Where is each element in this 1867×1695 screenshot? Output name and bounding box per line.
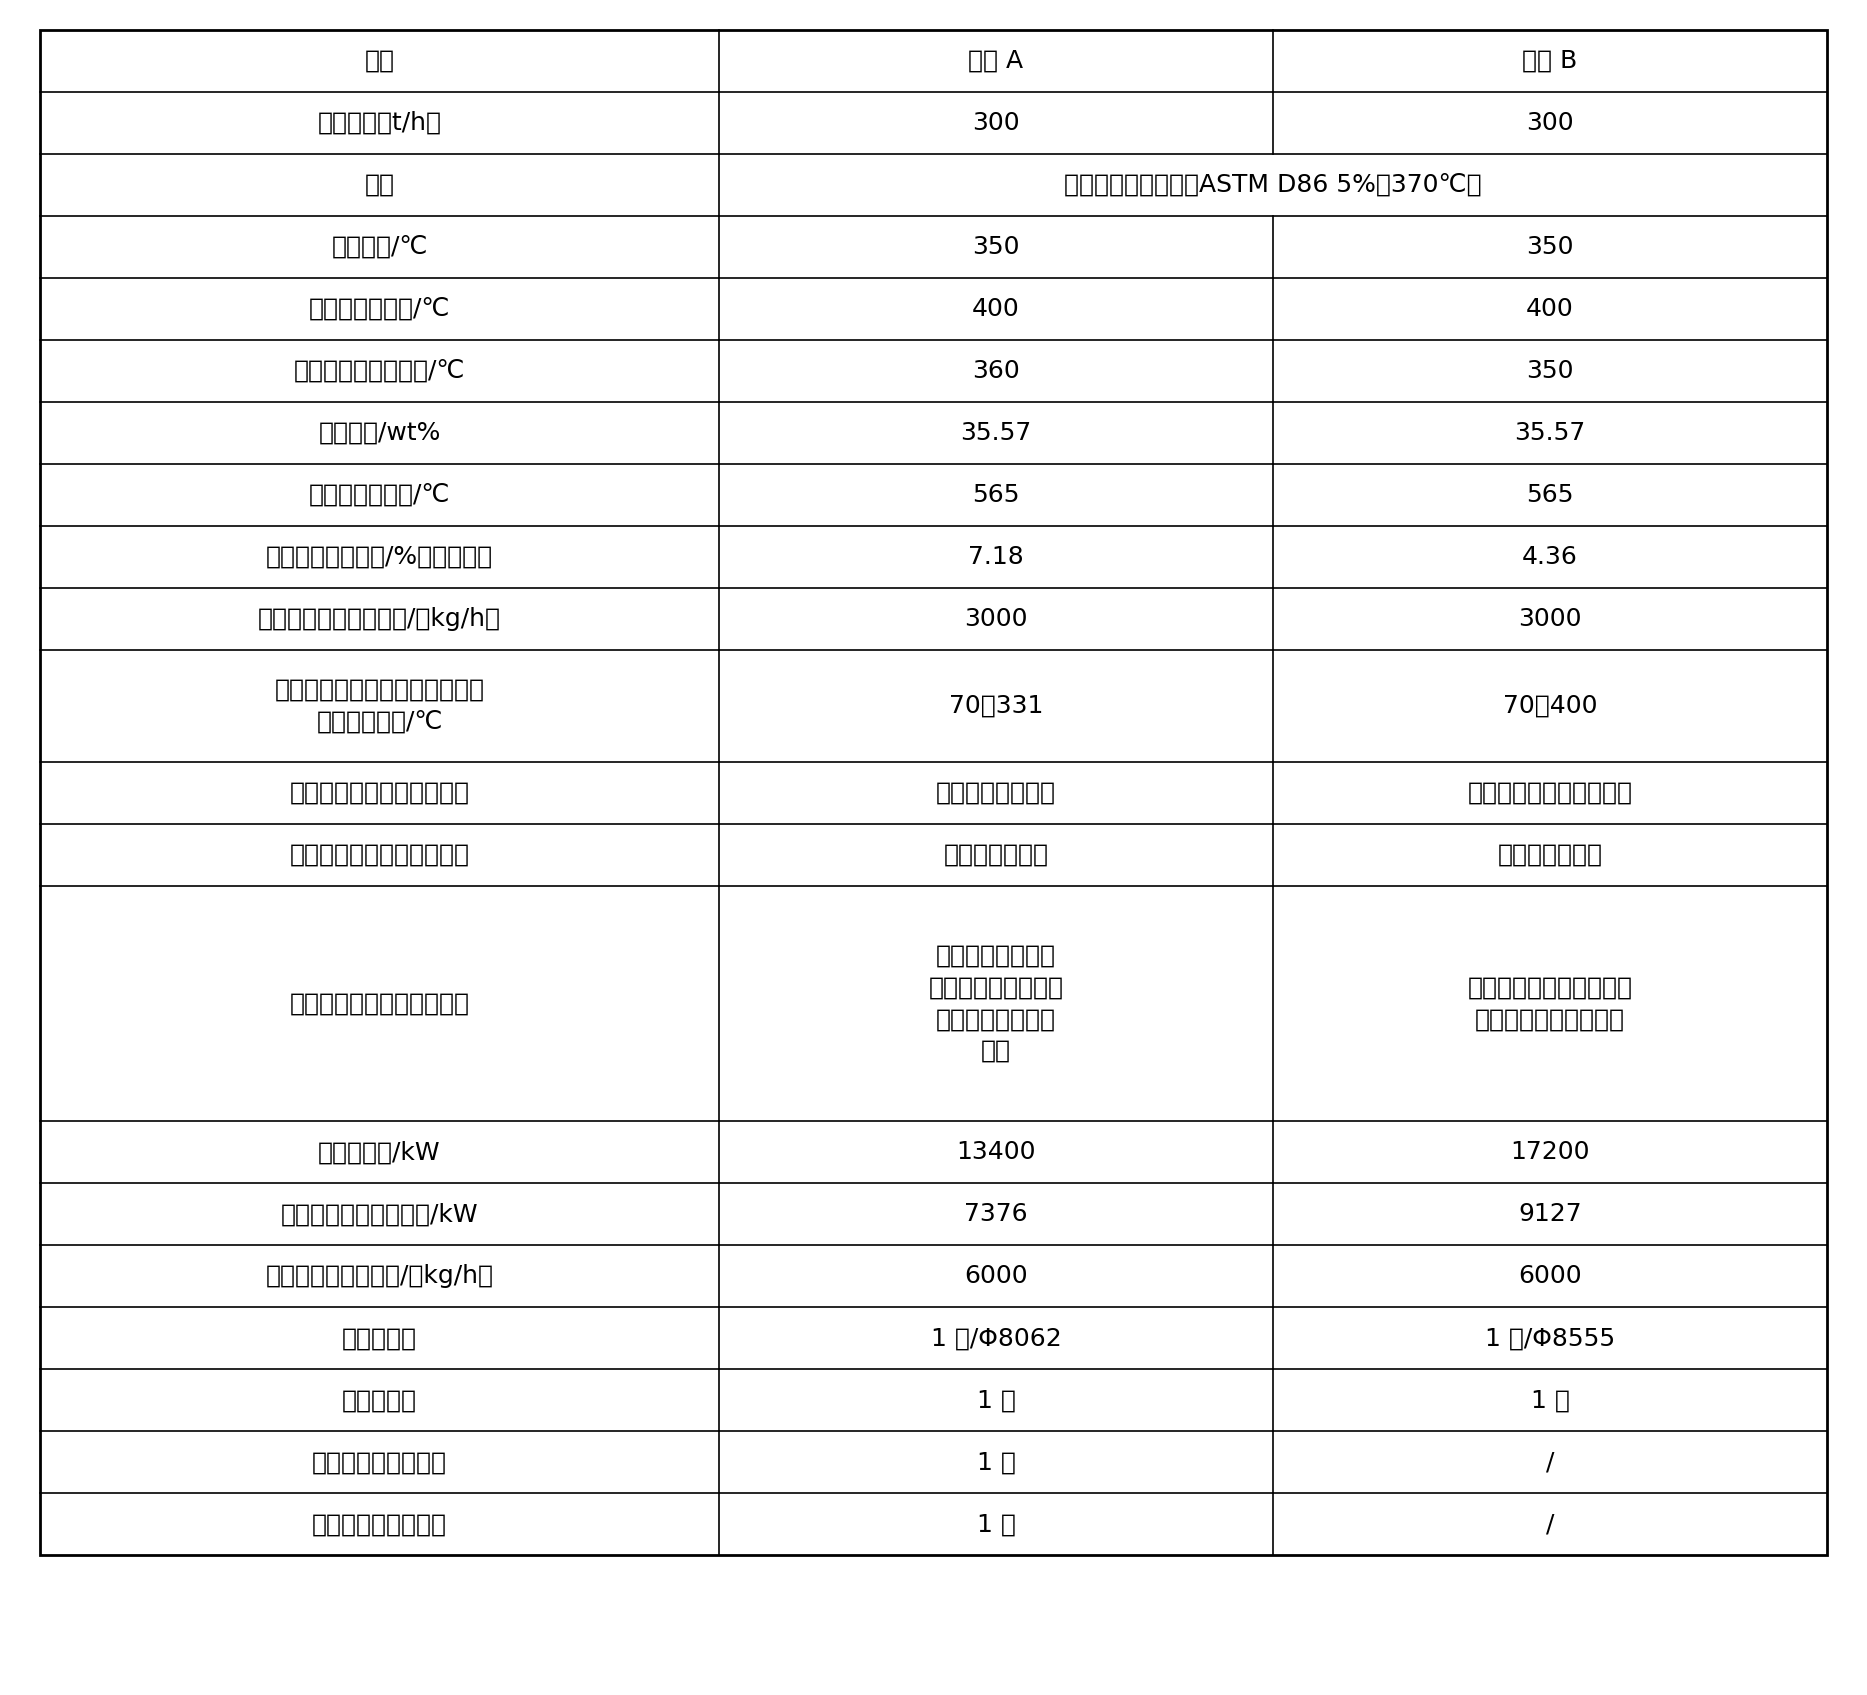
Text: 565: 565	[1525, 483, 1574, 507]
Text: 减压闪蒸塔进料温度/℃: 减压闪蒸塔进料温度/℃	[293, 359, 465, 383]
Text: 300: 300	[973, 110, 1019, 136]
Text: 减压炉出口温度/℃: 减压炉出口温度/℃	[308, 297, 450, 320]
Text: 350: 350	[1525, 359, 1574, 383]
Text: 减压闪蒸塔洗涤油流量/（kg/h）: 减压闪蒸塔洗涤油流量/（kg/h）	[258, 607, 500, 631]
Text: 减压蜡油切割点/℃: 减压蜡油切割点/℃	[308, 483, 450, 507]
Text: 项目: 项目	[364, 49, 394, 73]
Text: 方案 B: 方案 B	[1522, 49, 1578, 73]
Text: 减压闪蒸塔中部抽
出，直接送入减压蒸
馏塔减二线抽出板
下方: 减压闪蒸塔中部抽 出，直接送入减压蒸 馏塔减二线抽出板 下方	[928, 944, 1064, 1063]
Text: 减压闪蒸塔顶冷凝器: 减压闪蒸塔顶冷凝器	[312, 1512, 446, 1536]
Text: 减压闪蒸塔洗涤油进入，抽出减
压闪蒸塔温度/℃: 减压闪蒸塔洗涤油进入，抽出减 压闪蒸塔温度/℃	[274, 678, 485, 734]
Text: 作为产品直接抽出: 作为产品直接抽出	[935, 781, 1057, 805]
Text: 减压闪蒸塔: 减压闪蒸塔	[342, 1388, 416, 1412]
Text: 1 台: 1 台	[976, 1451, 1016, 1475]
Text: 进料: 进料	[364, 173, 394, 197]
Text: 方案 A: 方案 A	[969, 49, 1023, 73]
Text: 送入减压蒸馏塔重复闪蒸: 送入减压蒸馏塔重复闪蒸	[1467, 781, 1632, 805]
Text: 减压蒸馏塔汽提蒸汽/（kg/h）: 减压蒸馏塔汽提蒸汽/（kg/h）	[265, 1264, 493, 1288]
Text: 进料温度/℃: 进料温度/℃	[330, 236, 428, 259]
Text: 4.36: 4.36	[1522, 546, 1578, 570]
Text: 减压闪蒸塔洗涤油出料位置: 减压闪蒸塔洗涤油出料位置	[289, 992, 469, 1015]
Text: 13400: 13400	[956, 1141, 1036, 1164]
Text: 7.18: 7.18	[969, 546, 1023, 570]
Text: 1 座/Φ8062: 1 座/Φ8062	[930, 1325, 1062, 1351]
Text: 3000: 3000	[963, 607, 1029, 631]
Text: 减压闪蒸塔闪顶气出料位置: 减压闪蒸塔闪顶气出料位置	[289, 781, 469, 805]
Text: 565: 565	[973, 483, 1019, 507]
Text: 360: 360	[973, 359, 1019, 383]
Text: 减压闪蒸塔顶冷却器: 减压闪蒸塔顶冷却器	[312, 1451, 446, 1475]
Text: 6000: 6000	[963, 1264, 1029, 1288]
Text: 1 台: 1 台	[976, 1512, 1016, 1536]
Text: 9127: 9127	[1518, 1202, 1581, 1225]
Text: 6000: 6000	[1518, 1264, 1581, 1288]
Text: 350: 350	[973, 236, 1019, 259]
Text: 减压炉负荷/kW: 减压炉负荷/kW	[317, 1141, 441, 1164]
Text: 7376: 7376	[963, 1202, 1029, 1225]
Text: 35.57: 35.57	[1514, 420, 1585, 446]
Text: 沙特重油常压渣油（ASTM D86 5%＝370℃）: 沙特重油常压渣油（ASTM D86 5%＝370℃）	[1064, 173, 1482, 197]
Text: 400: 400	[1525, 297, 1574, 320]
Text: 减压蒸馏塔: 减压蒸馏塔	[342, 1325, 416, 1351]
Text: 1 座: 1 座	[1531, 1388, 1570, 1412]
Text: 1 座: 1 座	[976, 1388, 1016, 1412]
Text: /: /	[1546, 1451, 1553, 1475]
Text: 400: 400	[973, 297, 1019, 320]
Text: 处理量／（t/h）: 处理量／（t/h）	[317, 110, 441, 136]
Text: 70，331: 70，331	[948, 693, 1044, 717]
Text: 350: 350	[1525, 236, 1574, 259]
Text: 减压闪蒸塔洗涤油进料位置: 减压闪蒸塔洗涤油进料位置	[289, 842, 469, 866]
Text: 1 座/Φ8555: 1 座/Φ8555	[1484, 1325, 1615, 1351]
Text: 300: 300	[1525, 110, 1574, 136]
Text: 减压闪蒸塔上部: 减压闪蒸塔上部	[1497, 842, 1602, 866]
Text: 减渣收率/wt%: 减渣收率/wt%	[319, 420, 441, 446]
Text: 随减压闪蒸塔闪底油经由
减压炉进入减压蒸馏塔: 随减压闪蒸塔闪底油经由 减压炉进入减压蒸馏塔	[1467, 976, 1632, 1031]
Text: /: /	[1546, 1512, 1553, 1536]
Text: 35.57: 35.57	[960, 420, 1032, 446]
Text: 3000: 3000	[1518, 607, 1581, 631]
Text: 减压闪蒸塔闪顶气/%（占进料）: 减压闪蒸塔闪顶气/%（占进料）	[265, 546, 493, 570]
Text: 70，400: 70，400	[1503, 693, 1598, 717]
Text: 减压闪蒸塔上部: 减压闪蒸塔上部	[943, 842, 1049, 866]
Text: 减压蒸馏塔顶冷却负荷/kW: 减压蒸馏塔顶冷却负荷/kW	[280, 1202, 478, 1225]
Text: 17200: 17200	[1510, 1141, 1591, 1164]
